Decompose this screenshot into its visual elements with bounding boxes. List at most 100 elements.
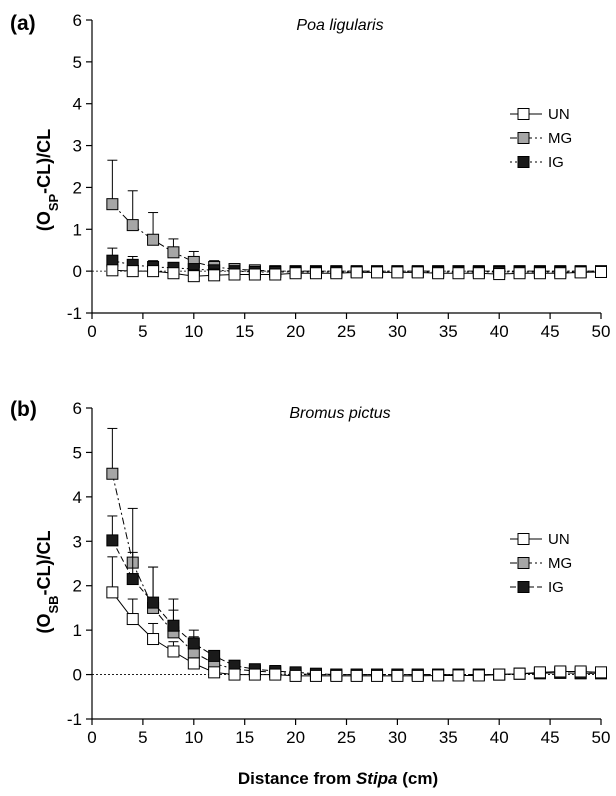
- x-axis-label-prefix: Distance from: [238, 769, 356, 788]
- legend-marker: [517, 132, 530, 144]
- series-line-mg: [112, 203, 601, 272]
- data-point: [411, 266, 424, 279]
- panel-a: (a) Poa ligularis (OSP-CL)/CL -101234560…: [10, 11, 610, 341]
- y-tick-label: 1: [73, 220, 82, 239]
- legend: UN MG IG: [510, 106, 572, 171]
- data-point: [350, 266, 363, 279]
- data-point: [330, 669, 343, 682]
- x-tick-label: 20: [286, 728, 305, 747]
- x-tick-label: 10: [184, 322, 203, 341]
- data-point: [147, 596, 160, 609]
- data-point: [595, 265, 607, 278]
- data-point: [126, 573, 139, 586]
- y-tick-label: -1: [67, 710, 82, 729]
- y-tick-label: 2: [73, 178, 82, 197]
- data-point: [167, 645, 180, 658]
- series-line-mg: [111, 473, 601, 676]
- data-point: [309, 267, 322, 280]
- data-point: [574, 665, 587, 678]
- data-point: [126, 219, 139, 232]
- data-point: [513, 267, 526, 280]
- data-point: [167, 267, 180, 280]
- legend: UN MG IG: [510, 531, 572, 596]
- data-point: [574, 266, 587, 279]
- legend-label: MG: [548, 555, 572, 572]
- legend-marker: [517, 533, 530, 545]
- y-tick-label: 4: [73, 95, 82, 114]
- data-point: [187, 270, 200, 283]
- data-point: [208, 649, 221, 662]
- data-point: [208, 269, 221, 282]
- x-tick-label: 35: [439, 322, 458, 341]
- x-tick-label: 50: [592, 322, 611, 341]
- data-point: [248, 268, 261, 281]
- data-point: [533, 267, 546, 280]
- legend-label: IG: [548, 154, 564, 171]
- data-point: [472, 267, 485, 280]
- y-tick-label: 3: [73, 532, 82, 551]
- data-point: [167, 246, 180, 259]
- y-tick-label: 6: [73, 11, 82, 30]
- series-ig: [106, 515, 607, 681]
- x-tick-label: 20: [286, 322, 305, 341]
- legend-label: UN: [548, 531, 570, 548]
- series-line-un: [112, 592, 602, 677]
- data-point: [371, 669, 384, 682]
- x-tick-label: 40: [490, 322, 509, 341]
- data-point: [289, 669, 302, 682]
- data-point: [147, 265, 160, 278]
- data-point: [513, 667, 526, 680]
- x-tick-label: 25: [337, 728, 356, 747]
- data-point: [147, 233, 160, 246]
- data-point: [411, 669, 424, 682]
- x-tick-label: 35: [439, 728, 458, 747]
- x-tick-label: 15: [235, 728, 254, 747]
- legend-label: UN: [548, 106, 570, 123]
- data-point: [106, 264, 119, 277]
- panel-a-label: (a): [10, 12, 36, 35]
- y-tick-label: 0: [73, 262, 82, 281]
- data-point: [391, 669, 404, 682]
- series-mg: [106, 427, 607, 681]
- x-tick-label: 10: [184, 728, 203, 747]
- data-point: [309, 669, 322, 682]
- data-point: [330, 267, 343, 280]
- data-point: [350, 669, 363, 682]
- legend-marker: [517, 156, 530, 168]
- panel-a-ylabel-sub: SP: [46, 193, 61, 211]
- series-mg: [106, 159, 607, 278]
- legend-label: MG: [548, 130, 572, 147]
- data-point: [493, 268, 506, 281]
- x-tick-label: 5: [138, 728, 147, 747]
- panel-b-ylabel: (OSB-CL)/CL: [34, 530, 61, 633]
- y-tick-label: 3: [73, 137, 82, 156]
- panel-a-title: Poa ligularis: [296, 17, 383, 34]
- series-un: [106, 264, 607, 283]
- y-tick-label: 4: [73, 488, 82, 507]
- panel-a-ylabel: (OSP-CL)/CL: [34, 129, 61, 231]
- x-tick-label: 50: [592, 728, 611, 747]
- data-point: [228, 668, 241, 681]
- x-tick-label: 30: [388, 322, 407, 341]
- y-tick-label: 1: [73, 621, 82, 640]
- panel-b: (b) Bromus pictus (OSB-CL)/CL -101234560…: [10, 398, 610, 747]
- data-point: [106, 198, 119, 211]
- data-point: [595, 666, 607, 679]
- data-point: [493, 668, 506, 681]
- panel-b-ylabel-rest: -CL)/CL: [34, 530, 54, 595]
- legend-marker: [517, 581, 530, 593]
- y-tick-label: -1: [67, 304, 82, 323]
- x-tick-label: 45: [541, 322, 560, 341]
- x-axis-label: Distance from Stipa (cm): [238, 769, 438, 788]
- data-point: [432, 669, 445, 682]
- x-tick-label: 0: [87, 728, 96, 747]
- y-tick-label: 5: [73, 443, 82, 462]
- panel-b-ylabel-main: (O: [34, 614, 54, 634]
- panel-a-ylabel-rest: -CL)/CL: [34, 129, 54, 194]
- y-tick-label: 2: [73, 577, 82, 596]
- data-point: [269, 668, 282, 681]
- data-point: [371, 266, 384, 279]
- x-tick-label: 15: [235, 322, 254, 341]
